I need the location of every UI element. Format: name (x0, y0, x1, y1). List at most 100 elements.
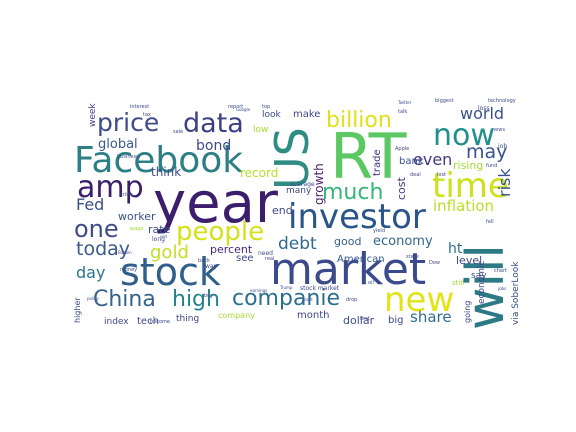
word-profit: profit (302, 297, 313, 302)
word-loss: loss (478, 105, 490, 112)
word-state: state (406, 254, 419, 260)
word-index: index (104, 317, 129, 327)
word-sale: sale (173, 129, 183, 135)
word-even: even (413, 150, 452, 169)
word-day: day (76, 263, 105, 282)
word-china: China (93, 287, 156, 312)
word-buy: buy (204, 293, 213, 299)
word-fund: fund (486, 163, 497, 169)
word-stock-market: stock market (300, 285, 340, 292)
word-ht: ht (448, 241, 463, 257)
word-today: today (76, 238, 130, 260)
word-news: news (492, 127, 505, 133)
word-back: back (198, 258, 210, 264)
word-apple: Apple (395, 146, 409, 152)
word-growth: growth (312, 163, 326, 205)
word-many: many (286, 186, 312, 196)
word-need: need (258, 250, 273, 257)
word-job: job (497, 143, 507, 150)
word-debt: debt (278, 234, 317, 254)
word-may: may (466, 141, 507, 163)
word-cloud-words: year market stock Facebook RT US investo… (73, 98, 521, 330)
word-long: long (152, 236, 165, 243)
word-make: make (293, 109, 320, 120)
word-average: average (290, 181, 315, 188)
word-via-soberlook: via SoberLook (511, 261, 521, 325)
word-business: business (117, 154, 139, 160)
word-company: company (218, 311, 255, 320)
word-rt: RT (330, 120, 408, 193)
word-trade: trade (372, 149, 383, 176)
word-bitcoin: Bitcoin (118, 250, 132, 255)
word-share: share (410, 308, 452, 326)
word-much: much (322, 180, 383, 205)
word-data: data (183, 108, 244, 139)
word-rising: rising (453, 159, 483, 172)
word-see: see (236, 253, 254, 264)
word-cost: cost (395, 176, 408, 200)
word-month: month (297, 310, 329, 321)
word-economic: economic (477, 261, 487, 304)
word-billion: billion (326, 108, 392, 133)
word-wage: wage (130, 226, 143, 232)
word-first: first (360, 316, 370, 322)
word-tax: tax (143, 112, 151, 118)
word-become: become (150, 319, 170, 325)
word-will: will (456, 244, 516, 330)
word-price: price (97, 108, 159, 137)
word-money: money (120, 267, 137, 273)
word-level: level (456, 254, 482, 267)
word-end: end (272, 204, 293, 217)
word-top: top (262, 104, 270, 110)
word-crisis: crisis (120, 192, 133, 198)
word-policy: policy (87, 296, 99, 301)
word-people: people (176, 217, 264, 247)
word-one: one (74, 215, 119, 243)
word-google: Google (236, 107, 251, 112)
word-talk: talk (398, 109, 407, 115)
word-companie: companie (232, 286, 340, 311)
word-big: big (388, 315, 403, 326)
word-bond: bond (196, 138, 231, 154)
word-facebook: Facebook (74, 140, 243, 181)
word-look: look (262, 110, 282, 120)
word-twitter: Twitter (397, 100, 412, 105)
word-worker: worker (118, 210, 156, 223)
word-record: record (240, 166, 278, 180)
word-higher: higher (73, 297, 82, 323)
word-stock: stock (120, 250, 221, 294)
word-oil: oil (368, 280, 374, 286)
word-percent: percent (210, 243, 253, 256)
word-high: high (172, 287, 220, 312)
word-global: global (98, 137, 138, 152)
word-time: time (432, 166, 509, 206)
word-drop: drop (346, 297, 357, 303)
word-low: low (253, 125, 268, 135)
word-deal: deal (410, 172, 421, 178)
word-year: year (153, 171, 279, 236)
word-still: still (452, 279, 464, 287)
word-way: way (205, 263, 218, 270)
word-economy: economy (373, 234, 433, 249)
word-think: think (151, 165, 181, 179)
word-market: market (270, 244, 426, 295)
word-technology: technology (488, 98, 516, 104)
word-world: world (460, 104, 504, 123)
word-thing: thing (176, 314, 199, 324)
word-chart: chart (494, 268, 507, 274)
word-say: say (471, 271, 487, 281)
word-amp: amp (77, 170, 144, 205)
word-us: US (265, 127, 319, 190)
word-tech: tech (137, 316, 159, 327)
word-week: week (88, 103, 98, 127)
word-trump: Trump (279, 285, 293, 290)
word-gold: gold (150, 242, 189, 263)
word-investor: investor (288, 197, 426, 237)
word-fed: Fed (76, 195, 104, 214)
word-real: real (265, 256, 274, 262)
word-sell: sell (160, 234, 167, 239)
word-risk: risk (495, 168, 514, 197)
word-rate: rate (148, 223, 171, 236)
word-now: now (433, 118, 495, 153)
